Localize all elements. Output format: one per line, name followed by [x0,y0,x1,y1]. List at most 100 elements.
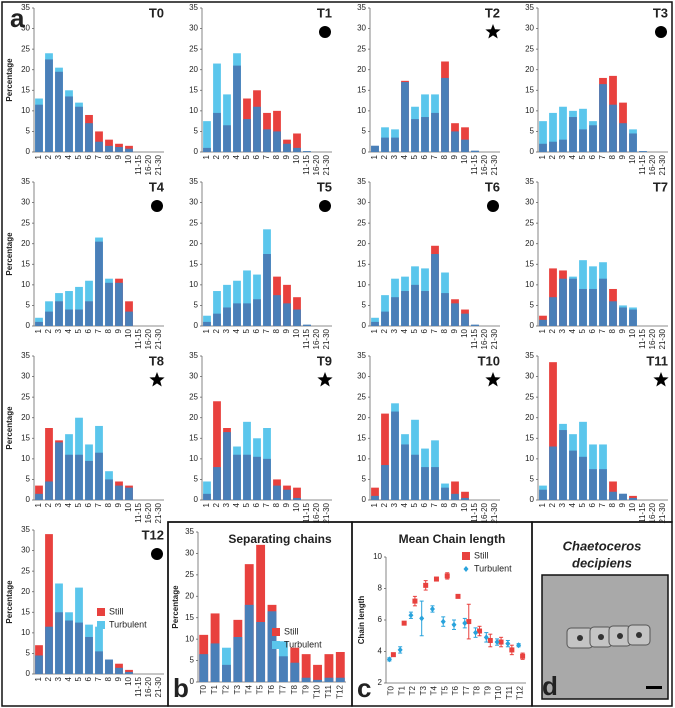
legend-label: Still [474,550,489,560]
image-title: decipiens [572,555,632,570]
bar [95,141,103,152]
y-tick-label: 25 [525,44,534,53]
scale-bar [646,686,662,689]
x-tick-label: 9 [618,328,627,333]
bar [95,452,103,500]
y-tick-label: 0 [362,147,367,156]
y-tick-label: 30 [525,24,534,33]
y-tick-label: 15 [357,433,366,442]
y-tick-label: 5 [26,649,31,658]
y-tick-label: 0 [26,147,31,156]
x-tick-label: T11 [505,685,514,699]
x-tick-label: T2 [222,684,231,694]
bar [223,125,231,152]
x-tick-label: 1 [370,502,379,507]
y-axis-label: Percentage [5,58,14,102]
x-tick-label: 11-15 [134,676,143,696]
x-tick-label: 4 [568,502,577,507]
point [419,615,425,622]
bar [85,460,93,500]
x-tick-label: T4 [244,684,253,694]
x-tick-label: T1 [210,684,219,694]
x-tick-label: 2 [44,328,53,333]
bar [539,489,547,500]
bar [381,295,389,326]
x-tick-label: T6 [451,685,460,695]
x-tick-label: 1 [370,328,379,333]
x-tick-label: 16-20 [144,676,153,697]
bar [45,534,53,674]
x-tick-label: 4 [400,328,409,333]
y-tick-label: 5 [26,475,31,484]
chart-title: T11 [646,353,668,368]
x-tick-label: 9 [282,328,291,333]
y-tick-label: 10 [525,280,534,289]
y-tick-label: 35 [21,525,30,534]
bar [371,495,379,500]
y-tick-label: 20 [185,591,194,600]
point [487,637,493,643]
bar [85,301,93,326]
y-tick-label: 25 [21,392,30,401]
point [505,640,511,647]
x-tick-label: 21-30 [154,502,163,523]
x-tick-label: 8 [104,502,113,507]
y-tick-label: 0 [190,677,195,686]
bar [95,241,103,326]
y-tick-label: 25 [189,218,198,227]
y-tick-label: 0 [26,495,31,504]
point [494,639,500,646]
x-tick-label: T0 [199,684,208,694]
bar [381,465,389,500]
bar [609,104,617,152]
chart-title: T7 [653,179,668,194]
x-tick-label: 9 [282,154,291,159]
x-tick-label: 4 [568,154,577,159]
bar [223,94,231,152]
bar [431,254,439,326]
x-tick-label: 11-15 [638,502,647,522]
x-tick-label: 3 [222,502,231,507]
bar [55,612,63,674]
x-tick-label: T3 [419,685,428,695]
bar [549,112,557,152]
y-tick-label: 10 [189,280,198,289]
y-tick-label: 25 [357,218,366,227]
bar [203,481,211,500]
x-tick-label: 6 [84,154,93,159]
bar [243,270,251,326]
y-tick-label: 5 [362,301,367,310]
bar [203,121,211,152]
x-tick-label: 7 [94,328,103,333]
x-tick-label: 10 [460,154,469,163]
x-tick-label: 1 [34,328,43,333]
bar [549,362,557,500]
bar [391,411,399,500]
point [408,612,414,619]
x-tick-label: 9 [618,154,627,159]
chart-title: T2 [485,5,500,20]
bar [471,150,479,152]
y-tick-label: 10 [357,106,366,115]
x-tick-label: 9 [450,328,459,333]
bar [371,487,379,500]
y-tick-label: 25 [525,392,534,401]
x-tick-label: 7 [430,502,439,507]
x-tick-label: 21-30 [154,676,163,697]
bar [65,309,73,326]
micrograph [541,574,669,700]
point [401,620,407,626]
x-tick-label: 7 [262,328,271,333]
y-tick-label: 20 [357,239,366,248]
bar [629,497,637,500]
y-tick-label: 15 [525,85,534,94]
y-axis-label: Chain length [357,596,366,645]
significance-marker [319,26,331,38]
bar [589,469,597,500]
y-tick-label: 30 [21,24,30,33]
bar [451,303,459,326]
bar [75,286,83,326]
y-tick-label: 20 [189,413,198,422]
x-tick-label: 5 [74,154,83,159]
y-tick-label: 35 [189,177,198,186]
